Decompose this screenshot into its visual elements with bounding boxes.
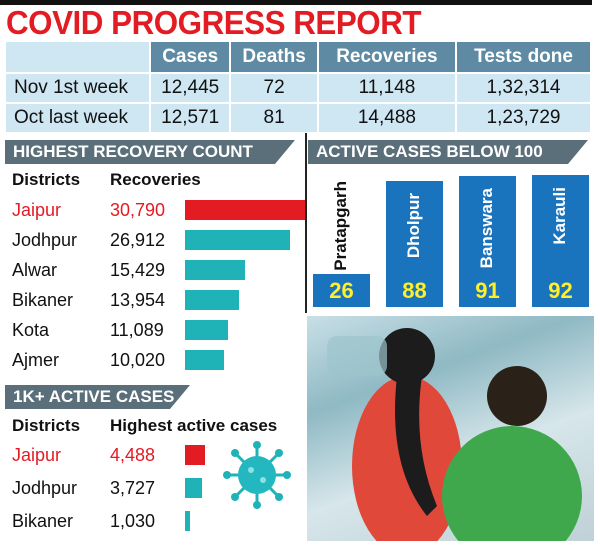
column-header: Deaths	[229, 40, 319, 74]
district-label: Jaipur	[12, 200, 62, 220]
active-banner: 1K+ ACTIVE CASES	[5, 385, 190, 409]
page-title: COVID PROGRESS REPORT	[6, 4, 422, 41]
row-label: Nov 1st week	[4, 72, 151, 104]
below100-chart: 26 Pratapgarh 88 Dholpur 91 Banswara 92 Karauli	[313, 170, 593, 307]
cell: 14,488	[316, 102, 458, 134]
column-header: Recoveries	[316, 40, 458, 74]
value-label: 3,727	[110, 478, 156, 498]
bar	[185, 511, 190, 531]
cell: 72	[229, 72, 319, 104]
bar-row: Jodhpur 26,912	[12, 225, 312, 255]
cell: 12,445	[148, 72, 232, 104]
value-label: 10,020	[110, 350, 166, 370]
district-box: 92	[532, 175, 589, 307]
bar	[185, 445, 205, 465]
table-header-row: Cases Deaths Recoveries Tests done	[4, 40, 592, 74]
value-label: 1,030	[110, 511, 156, 531]
district-label: Jodhpur	[12, 230, 78, 250]
bar-row: Bikaner 13,954	[12, 285, 312, 315]
cell: 1,23,729	[455, 102, 592, 134]
bar	[185, 260, 246, 280]
active-count: 92	[548, 278, 573, 303]
district-label: Bikaner	[12, 511, 74, 531]
value-label: 13,954	[110, 290, 166, 310]
recoveries-header: Recoveries	[110, 170, 201, 189]
district-box: 26	[313, 274, 370, 307]
district-label: Kota	[12, 320, 50, 340]
district-label: Jodhpur	[12, 478, 78, 498]
bar	[185, 230, 290, 250]
district-name: Karauli	[550, 187, 569, 245]
bar	[185, 320, 229, 340]
bar-row: Bikaner 1,030	[12, 506, 312, 536]
row-label: Oct last week	[4, 102, 151, 134]
header-corner	[4, 40, 151, 74]
bar-row: Jodhpur 3,727	[12, 473, 312, 503]
bar	[185, 200, 305, 220]
bar-row: Jaipur 30,790	[12, 195, 312, 225]
table-row: Oct last week 12,571 81 14,488 1,23,729	[4, 102, 592, 134]
bar	[185, 290, 240, 310]
section-divider	[305, 133, 307, 313]
cell: 12,571	[148, 102, 232, 134]
photo-people-testing	[307, 316, 594, 546]
top-rule	[0, 0, 592, 5]
table-row: Nov 1st week 12,445 72 11,148 1,32,314	[4, 72, 592, 104]
district-name: Pratapgarh	[331, 181, 350, 271]
district-box: 88	[386, 180, 443, 307]
districts-header: Districts	[12, 170, 81, 189]
district-label: Alwar	[12, 260, 58, 280]
bar-row: Kota 11,089	[12, 315, 312, 345]
district-label: Jaipur	[12, 445, 62, 465]
value-label: 26,912	[110, 230, 166, 250]
summary-table: Cases Deaths Recoveries Tests done Nov 1…	[4, 40, 592, 134]
value-label: 30,790	[110, 200, 166, 220]
recovery-banner: HIGHEST RECOVERY COUNT	[5, 140, 295, 164]
district-label: Bikaner	[12, 290, 74, 310]
district-label: Ajmer	[12, 350, 60, 370]
bar	[185, 478, 202, 498]
district-name: Banswara	[477, 188, 496, 269]
bar-row: Jaipur 4,488	[12, 440, 312, 470]
district-name: Dholpur	[404, 192, 423, 258]
value-label: 4,488	[110, 445, 156, 465]
active-count: 26	[329, 278, 354, 303]
below100-banner: ACTIVE CASES BELOW 100	[308, 140, 588, 164]
value-label: 11,089	[110, 320, 164, 340]
column-header: Cases	[148, 40, 232, 74]
cell: 1,32,314	[455, 72, 592, 104]
cell: 81	[229, 102, 319, 134]
active-count: 88	[402, 278, 427, 303]
active-count: 91	[475, 278, 500, 303]
districts-header: Districts	[12, 416, 81, 435]
value-label: 15,429	[110, 260, 166, 280]
active-header: Highest active cases	[110, 416, 278, 435]
bar-row: Ajmer 10,020	[12, 345, 312, 375]
bar-row: Alwar 15,429	[12, 255, 312, 285]
district-box: 91	[459, 176, 516, 307]
bar	[185, 350, 225, 370]
column-header: Tests done	[455, 40, 592, 74]
cell: 11,148	[316, 72, 458, 104]
virus-icon	[223, 441, 291, 509]
